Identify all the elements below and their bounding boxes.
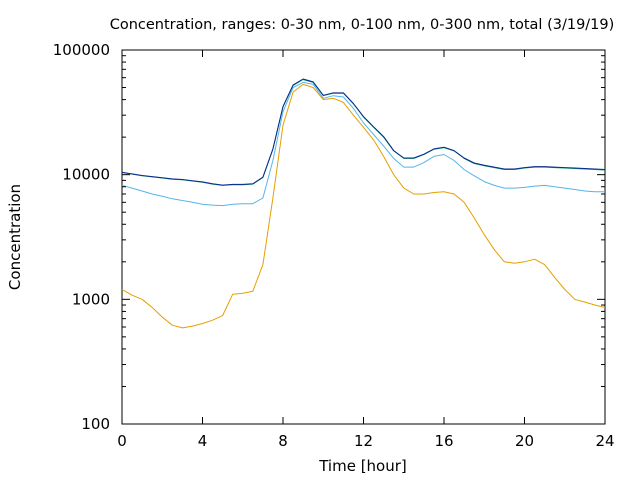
x-axis-label: Time [hour] bbox=[318, 457, 407, 475]
x-tick-label: 0 bbox=[117, 432, 127, 450]
x-tick-label: 12 bbox=[354, 432, 373, 450]
y-tick-label: 100 bbox=[81, 415, 110, 433]
x-tick-label: 8 bbox=[278, 432, 288, 450]
y-tick-label: 100000 bbox=[53, 41, 110, 59]
plot-border bbox=[121, 49, 606, 425]
x-tick-label: 20 bbox=[515, 432, 534, 450]
x-tick-label: 16 bbox=[434, 432, 453, 450]
series-line-3 bbox=[121, 79, 606, 186]
y-tick-label: 10000 bbox=[62, 166, 110, 184]
axis-layer: 0 4 8 12 16 20 24 100 1000 10000 100000 bbox=[53, 41, 615, 450]
y-axis-label: Concentration bbox=[6, 184, 24, 290]
x-tick-label: 4 bbox=[198, 432, 208, 450]
series-layer bbox=[121, 78, 606, 329]
series-line-2 bbox=[121, 81, 605, 207]
chart-title: Concentration, ranges: 0-30 nm, 0-100 nm… bbox=[110, 17, 615, 33]
series-line-4 bbox=[121, 78, 606, 186]
y-tick-label: 1000 bbox=[72, 290, 110, 308]
series-line-1 bbox=[121, 83, 606, 329]
plot-frame bbox=[121, 49, 606, 425]
x-tick-label: 24 bbox=[595, 432, 614, 450]
